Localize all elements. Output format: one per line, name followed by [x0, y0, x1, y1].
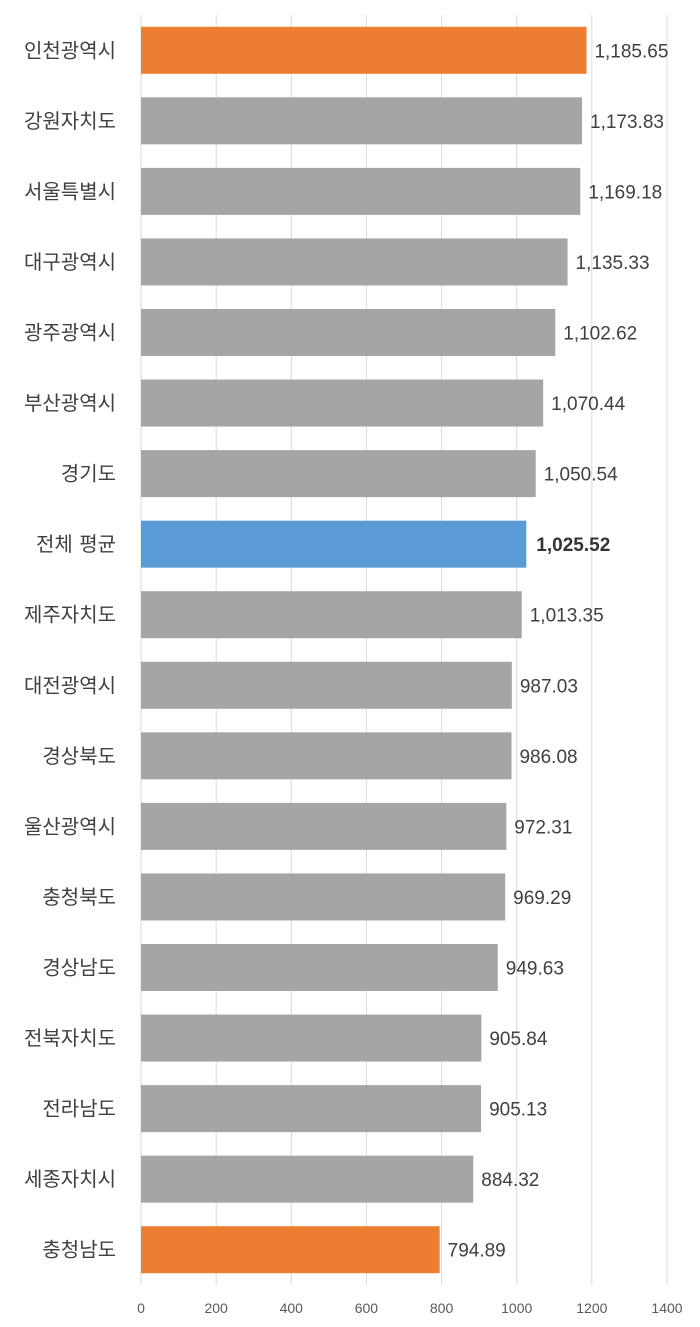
value-label: 1,050.54 [544, 465, 618, 486]
bar [141, 309, 556, 356]
value-label: 1,173.83 [590, 112, 664, 133]
category-label: 전체 평균 [36, 532, 116, 556]
x-tick-label: 800 [430, 1300, 454, 1316]
value-label: 1,025.52 [536, 535, 610, 556]
category-label: 전라남도 [42, 1097, 116, 1121]
category-label: 강원자치도 [24, 109, 116, 133]
value-label: 986.08 [519, 747, 577, 768]
bar [141, 802, 507, 850]
x-tick-label: 1400 [651, 1300, 682, 1316]
category-label: 인천광역시 [24, 38, 116, 62]
bar [141, 1155, 474, 1203]
value-label: 905.13 [489, 1100, 547, 1121]
value-label: 1,169.18 [588, 182, 662, 203]
value-label: 1,185.65 [594, 41, 668, 62]
bar [141, 450, 536, 498]
category-label: 충청북도 [42, 885, 116, 909]
bar [141, 1085, 482, 1133]
bar [141, 661, 512, 709]
bar [141, 238, 568, 286]
bar [141, 1014, 482, 1062]
value-labels: 1,185.65 1,173.83 1,169.18 1,135.33 1,102.62… [448, 41, 669, 1261]
value-label: 794.89 [448, 1241, 506, 1262]
category-label: 충청남도 [42, 1238, 116, 1262]
value-label: 949.63 [506, 959, 564, 980]
x-tick-label: 400 [280, 1300, 304, 1316]
x-tick-label: 1200 [576, 1300, 607, 1316]
category-label: 서울특별시 [24, 179, 116, 203]
bars [141, 26, 587, 1274]
value-label: 1,070.44 [551, 394, 625, 415]
gridlines [140, 15, 668, 1285]
x-tick-label: 200 [204, 1300, 228, 1316]
bar [141, 26, 587, 74]
category-label: 경상북도 [42, 744, 116, 768]
value-label: 884.32 [481, 1170, 539, 1191]
category-label: 대구광역시 [24, 250, 116, 274]
category-label: 세종자치시 [24, 1167, 116, 1191]
value-label: 905.84 [489, 1029, 548, 1050]
bar [141, 1226, 440, 1274]
category-label: 부산광역시 [24, 391, 116, 415]
bar [141, 97, 583, 145]
value-label: 969.29 [513, 888, 571, 909]
bar [141, 944, 498, 991]
bar [141, 591, 522, 639]
x-tick-label: 0 [137, 1300, 145, 1316]
category-label: 울산광역시 [24, 814, 116, 838]
bar [141, 379, 544, 427]
x-tick-label: 600 [355, 1300, 379, 1316]
bar [141, 520, 527, 568]
value-label: 1,013.35 [530, 606, 604, 627]
category-label: 경상남도 [42, 956, 116, 980]
value-label: 1,135.33 [576, 253, 650, 274]
value-label: 987.03 [520, 676, 578, 697]
value-label: 972.31 [514, 817, 572, 838]
bar [141, 732, 512, 780]
x-tick-label: 1000 [501, 1300, 532, 1316]
category-label: 대전광역시 [24, 673, 116, 697]
category-label: 경기도 [61, 462, 116, 486]
value-label: 1,102.62 [563, 324, 637, 345]
category-label: 전북자치도 [24, 1026, 116, 1050]
category-label: 광주광역시 [24, 321, 116, 345]
bar [141, 873, 506, 921]
bar [141, 167, 581, 215]
x-axis-tick-labels: 0 200 400 600 800 1000 1200 1400 [137, 1300, 683, 1316]
category-label: 제주자치도 [24, 603, 116, 627]
